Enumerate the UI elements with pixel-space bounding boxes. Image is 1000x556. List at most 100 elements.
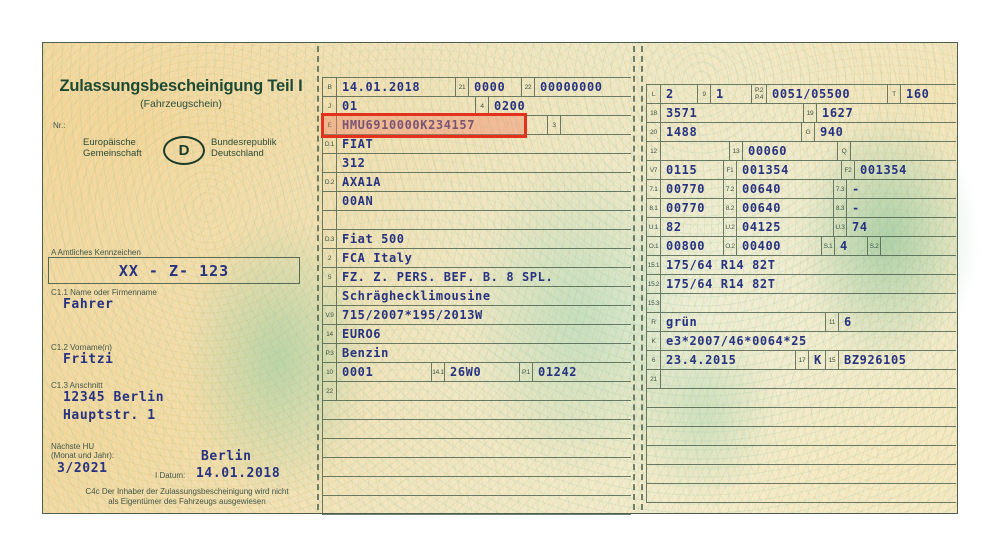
- form-row: 2 FCA Italy: [323, 249, 631, 268]
- field-label: E: [323, 116, 337, 134]
- perforation-line: [317, 46, 319, 510]
- field-label: 15.3: [647, 294, 661, 312]
- field-label: V.9: [323, 306, 337, 324]
- field-value: 6: [844, 315, 852, 329]
- field-value: -: [852, 201, 860, 215]
- document-title: Zulassungsbescheinigung Teil I: [59, 77, 303, 95]
- field-value: 00770: [666, 201, 706, 215]
- form-row: [323, 496, 631, 515]
- field-value: 00640: [742, 182, 782, 196]
- field-empty: [881, 237, 956, 255]
- form-row: E HMU6910000K234157 3: [323, 116, 631, 135]
- form-row: [323, 211, 631, 230]
- field-label: D.1: [323, 135, 337, 153]
- field-value: e3*2007/46*0064*25: [666, 334, 807, 348]
- form-row: [323, 477, 631, 496]
- form-row: 15.3: [647, 294, 956, 313]
- field-value: 312: [342, 156, 366, 170]
- field-label: 19: [803, 104, 817, 122]
- form-row: B 14.01.2018 21 0000 22 00000000: [323, 78, 631, 97]
- c4c-note-line1: C4c Der Inhaber der Zulassungsbescheinig…: [85, 487, 289, 496]
- field-label: 4: [475, 97, 489, 115]
- field-empty: [561, 116, 631, 134]
- field-value: Schräghecklimousine: [342, 289, 491, 303]
- field-label: 8.1: [647, 199, 661, 217]
- field-value: 0115: [666, 163, 698, 177]
- field-value: 0051/05500: [772, 87, 851, 101]
- form-row: Schräghecklimousine: [323, 287, 631, 306]
- form-row: D.3 Fiat 500: [323, 230, 631, 249]
- field-label: 15.2: [647, 275, 661, 293]
- form-row: O.1 00800 O.2 00400 S.1 4 S.2: [647, 237, 956, 256]
- form-row: 15.1 175/64 R14 82T: [647, 256, 956, 275]
- field-value: 26W0: [450, 365, 482, 379]
- next-inspection-label-2: (Monat und Jahr):: [51, 451, 115, 460]
- field-value: 00400: [742, 239, 782, 253]
- issue-city: Berlin: [201, 449, 252, 464]
- address-line2: Hauptstr. 1: [63, 408, 156, 423]
- field-value: 2: [666, 87, 674, 101]
- field-value: 001354: [860, 163, 907, 177]
- field-label: 10: [323, 363, 337, 381]
- field-label: B: [323, 78, 337, 96]
- next-inspection-value: 3/2021: [57, 461, 108, 476]
- technical-data-column: L 2 9 1 P.2 P.4 0051/05500 T 160 18 3571 19 1627 20 1…: [646, 84, 956, 503]
- field-label: V7: [647, 161, 661, 179]
- next-inspection-label-1: Nächste HU: [51, 442, 95, 451]
- firstname-value: Fritzi: [63, 352, 114, 367]
- field-empty: [337, 211, 631, 229]
- field-empty: [661, 294, 956, 312]
- field-value: 0001: [342, 365, 374, 379]
- field-value: 82: [666, 220, 682, 234]
- form-row: [323, 420, 631, 439]
- field-label: 20: [647, 123, 661, 141]
- form-row: 14 EURO6: [323, 325, 631, 344]
- field-value: 0200: [494, 99, 526, 113]
- field-value: 00640: [742, 201, 782, 215]
- country-oval-d: D: [163, 136, 205, 165]
- field-label: R: [647, 313, 661, 331]
- plate-label: A Amtliches Kennzeichen: [51, 248, 141, 257]
- issue-date-label: I Datum:: [155, 471, 186, 480]
- field-empty: [337, 382, 631, 400]
- federal-republic-label: Bundesrepublik Deutschland: [211, 137, 277, 159]
- vehicle-data-column: B 14.01.2018 21 0000 22 00000000 J 01 4 0200 E HMU6…: [322, 77, 631, 515]
- field-label: 5: [323, 268, 337, 286]
- field-label: U.2: [723, 218, 737, 236]
- field-label: 8.3: [833, 199, 847, 217]
- field-value: BZ926105: [844, 353, 907, 367]
- field-label: 14.1: [431, 363, 445, 381]
- field-value: Benzin: [342, 346, 389, 360]
- form-row: 00AN: [323, 192, 631, 211]
- field-value: 00AN: [342, 194, 374, 208]
- field-value: 940: [820, 125, 844, 139]
- field-label: 21: [647, 370, 661, 388]
- form-row: 6 23.4.2015 17 K 15 BZ926105: [647, 351, 956, 370]
- form-row: 5 FZ. Z. PERS. BEF. B. 8 SPL.: [323, 268, 631, 287]
- field-value: grün: [666, 315, 698, 329]
- field-label: F2: [841, 161, 855, 179]
- field-value: EURO6: [342, 327, 382, 341]
- field-value: -: [852, 182, 860, 196]
- field-label: 7.3: [833, 180, 847, 198]
- field-value: 001354: [742, 163, 789, 177]
- field-value: 23.4.2015: [666, 353, 737, 367]
- address-line1: 12345 Berlin: [63, 390, 165, 405]
- field-label: D.3: [323, 230, 337, 248]
- field-value: Fiat 500: [342, 232, 405, 246]
- field-value: 175/64 R14 82T: [666, 277, 776, 291]
- field-value: 160: [906, 87, 930, 101]
- field-value: 175/64 R14 82T: [666, 258, 776, 272]
- firstname-label: C1.2 Vorname(n): [51, 343, 112, 352]
- field-value: 1627: [822, 106, 854, 120]
- field-label: 15.1: [647, 256, 661, 274]
- field-label: 7.2: [723, 180, 737, 198]
- form-row: [647, 446, 956, 465]
- field-value: 3571: [666, 106, 698, 120]
- field-value: 04125: [742, 220, 782, 234]
- field-value: 00770: [666, 182, 706, 196]
- field-label: P.2 P.4: [751, 85, 767, 103]
- field-label: 22: [323, 382, 337, 400]
- field-value: FIAT: [342, 137, 374, 151]
- field-value: 01242: [538, 365, 578, 379]
